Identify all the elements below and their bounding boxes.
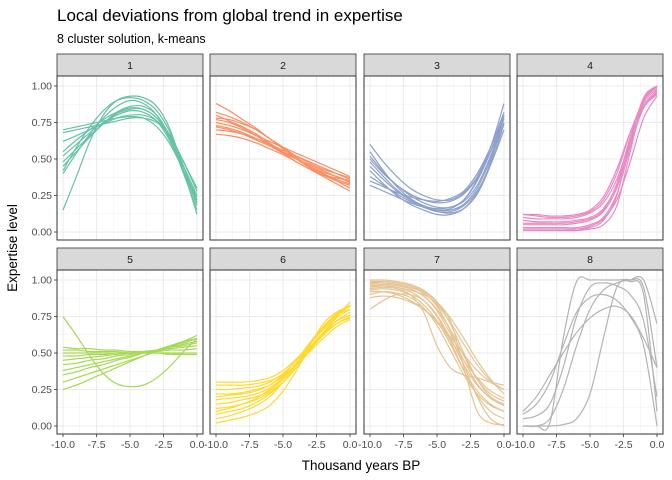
panel-border [56, 75, 204, 241]
facet-panels: 1 0.00 0.25 0.50 0.75 1.00 2 3 4 5 0.00 0.25 0.50 0.7… [32, 53, 665, 451]
x-tick-label: -2.5 [461, 439, 479, 451]
x-tick-label: -2.5 [614, 439, 632, 451]
facet-panel-6: 6 -10.0 -7.5 -5.0 -2.5 0.0 [204, 247, 358, 451]
x-tick-label: -5.0 [274, 439, 292, 451]
series-line-2-6 [215, 133, 351, 192]
y-tick-label: 0.50 [32, 348, 53, 360]
series-line-7-13 [369, 286, 505, 386]
series-line-1-9 [62, 107, 198, 196]
facet-panel-1: 1 0.00 0.25 0.50 0.75 1.00 [32, 53, 204, 241]
series-line-7-11 [369, 295, 505, 391]
x-tick-label: -10.0 [204, 439, 228, 451]
facet-strip-label: 4 [587, 60, 593, 72]
series-line-3-7 [369, 114, 505, 202]
panel-border [516, 75, 664, 241]
series-line-5-6 [62, 345, 198, 361]
y-tick-label: 0.00 [32, 227, 53, 239]
x-tick-label: 0.0 [497, 439, 512, 451]
facet-panel-3: 3 [363, 53, 511, 241]
series-line-2-10 [215, 126, 351, 182]
x-tick-label: -7.5 [394, 439, 412, 451]
facet-panel-5: 5 0.00 0.25 0.50 0.75 1.00 -10.0 -7.5 -5.0 -2.5 0.… [32, 247, 205, 451]
series-line-8-1 [522, 276, 658, 431]
chart-subtitle: 8 cluster solution, k-means [57, 32, 206, 46]
series-line-3-10 [369, 117, 505, 209]
series-line-5-11 [62, 337, 198, 391]
series-line-7-8 [369, 283, 505, 402]
series-line-8-2 [522, 282, 658, 420]
series-line-4-9 [522, 87, 658, 224]
x-tick-label: -7.5 [547, 439, 565, 451]
series-line-7-10 [369, 282, 505, 391]
series-line-3-6 [369, 115, 505, 216]
x-tick-label: -7.5 [240, 439, 258, 451]
y-tick-label: 0.50 [32, 154, 53, 166]
series-line-8-6 [522, 280, 658, 428]
series-line-6-12 [215, 314, 351, 412]
facet-strip-label: 2 [280, 60, 286, 72]
y-tick-label: 1.00 [32, 275, 53, 287]
series-line-1-7 [62, 116, 198, 198]
facet-strip-label: 6 [280, 254, 286, 266]
series-line-5-10 [62, 334, 198, 383]
facet-strip-label: 8 [587, 254, 593, 266]
series-line-4-10 [522, 95, 658, 230]
series-line-1-10 [62, 107, 198, 189]
x-tick-label: -10.0 [51, 439, 75, 451]
series-line-4-8 [523, 89, 658, 229]
facet-panel-2: 2 [209, 53, 357, 241]
x-tick-label: 0.0 [190, 439, 205, 451]
y-tick-label: 0.25 [32, 384, 53, 396]
series-line-3-1 [369, 112, 505, 202]
y-tick-label: 0.00 [32, 421, 53, 433]
facet-panel-7: 7 -10.0 -7.5 -5.0 -2.5 0.0 [358, 247, 512, 451]
panel-border [363, 75, 511, 241]
series-line-4-4 [522, 92, 658, 220]
series-line-8-5 [523, 275, 658, 427]
series-line-8-4 [522, 305, 658, 412]
series-line-6-1 [215, 305, 351, 424]
facet-strip-label: 3 [434, 60, 440, 72]
series-line-5-8 [62, 340, 198, 372]
series-line-7-14 [369, 285, 505, 426]
chart-title: Local deviations from global trend in ex… [57, 6, 403, 25]
x-axis-title: Thousand years BP [302, 458, 421, 473]
x-tick-label: 0.0 [343, 439, 358, 451]
x-tick-label: -10.0 [511, 439, 535, 451]
facet-strip-label: 1 [127, 60, 133, 72]
x-tick-label: -5.0 [581, 439, 599, 451]
series-line-4-1 [522, 85, 658, 219]
series-line-6-10 [216, 318, 351, 386]
series-line-6-11 [215, 301, 351, 383]
y-tick-label: 0.75 [32, 311, 53, 323]
x-tick-label: -10.0 [358, 439, 382, 451]
y-tick-label: 0.25 [32, 190, 53, 202]
x-tick-label: -2.5 [154, 439, 172, 451]
series-line-2-3 [215, 117, 351, 186]
x-tick-label: -5.0 [121, 439, 139, 451]
series-line-2-7 [215, 111, 351, 185]
series-line-8-3 [522, 293, 658, 427]
facet-strip-label: 5 [127, 254, 133, 266]
x-tick-label: 0.0 [650, 439, 665, 451]
panel-border [209, 75, 357, 241]
series-line-5-1 [62, 316, 198, 388]
y-axis-title: Expertise level [5, 204, 20, 292]
facet-panel-8: 8 -10.0 -7.5 -5.0 -2.5 0.0 [511, 247, 665, 451]
x-tick-label: -7.5 [87, 439, 105, 451]
series-line-6-9 [215, 305, 351, 391]
series-line-7-9 [369, 290, 505, 399]
facet-panel-4: 4 [516, 53, 664, 241]
series-line-3-8 [369, 123, 505, 214]
y-tick-label: 0.75 [32, 117, 53, 129]
series-line-7-4 [369, 291, 505, 412]
x-tick-label: -2.5 [307, 439, 325, 451]
series-line-7-12 [369, 280, 505, 395]
series-line-3-9 [369, 114, 505, 211]
y-tick-label: 1.00 [32, 81, 53, 93]
x-tick-label: -5.0 [428, 439, 446, 451]
series-line-6-8 [215, 315, 351, 395]
facet-strip-label: 7 [434, 254, 440, 266]
